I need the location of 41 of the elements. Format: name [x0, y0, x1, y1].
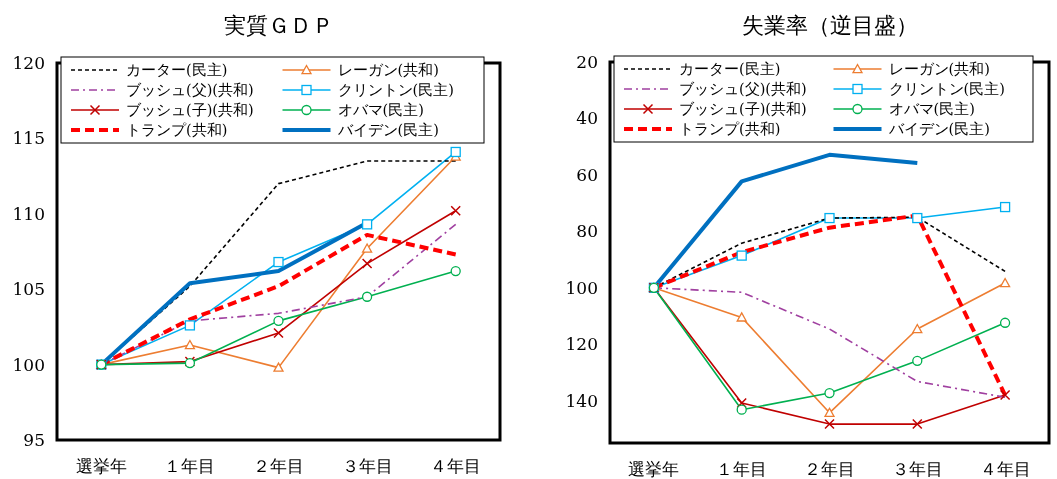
legend-label: オバマ(民主): [888, 101, 975, 117]
chart-title: 失業率（逆目盛）: [741, 13, 918, 38]
y-tick-label: 40: [576, 108, 598, 129]
legend-label: バイデン(民主): [887, 121, 990, 137]
y-tick-label: 100: [565, 277, 598, 298]
legend-label: ブッシュ(父)(共和): [679, 81, 807, 97]
legend-label: レーガン(共和): [337, 62, 439, 78]
x-tick-label: ３年目: [891, 459, 943, 479]
x-tick-label: １年目: [716, 459, 768, 479]
y-tick-label: 110: [12, 203, 45, 224]
x-tick-label: ２年目: [804, 459, 855, 479]
x-tick-label: １年目: [164, 456, 216, 476]
y-tick-label: 100: [12, 354, 45, 375]
legend-label: トランプ(共和): [679, 121, 781, 137]
legend-label: クリントン(民主): [888, 81, 1005, 97]
y-tick-label: 140: [565, 390, 598, 411]
legend-label: カーター(民主): [126, 62, 228, 78]
y-tick-label: 20: [576, 52, 598, 72]
legend-label: カーター(民主): [679, 61, 781, 77]
y-tick-label: 120: [565, 334, 598, 355]
chart-title: 実質ＧＤＰ: [223, 13, 334, 38]
legend-label: クリントン(民主): [337, 82, 454, 98]
legend-label: ブッシュ(子)(共和): [679, 101, 807, 117]
legend-label: ブッシュ(父)(共和): [126, 82, 254, 98]
x-tick-label: ４年目: [979, 459, 1031, 479]
x-tick-label: ２年目: [253, 456, 304, 476]
legend-label: レーガン(共和): [888, 61, 990, 77]
x-tick-label: ３年目: [341, 456, 393, 476]
y-tick-label: 105: [12, 279, 45, 300]
y-tick-label: 80: [576, 221, 598, 242]
x-tick-label: 選挙年: [75, 456, 127, 476]
x-tick-label: 選挙年: [628, 459, 680, 479]
legend-label: バイデン(民主): [336, 122, 439, 138]
y-tick-label: 115: [12, 128, 45, 149]
legend-label: オバマ(民主): [337, 102, 424, 118]
y-tick-label: 60: [576, 164, 598, 185]
x-tick-label: ４年目: [430, 456, 482, 476]
legend-label: トランプ(共和): [126, 122, 228, 138]
y-tick-label: 95: [23, 430, 45, 450]
legend-label: ブッシュ(子)(共和): [126, 102, 254, 118]
y-tick-label: 120: [12, 53, 45, 73]
